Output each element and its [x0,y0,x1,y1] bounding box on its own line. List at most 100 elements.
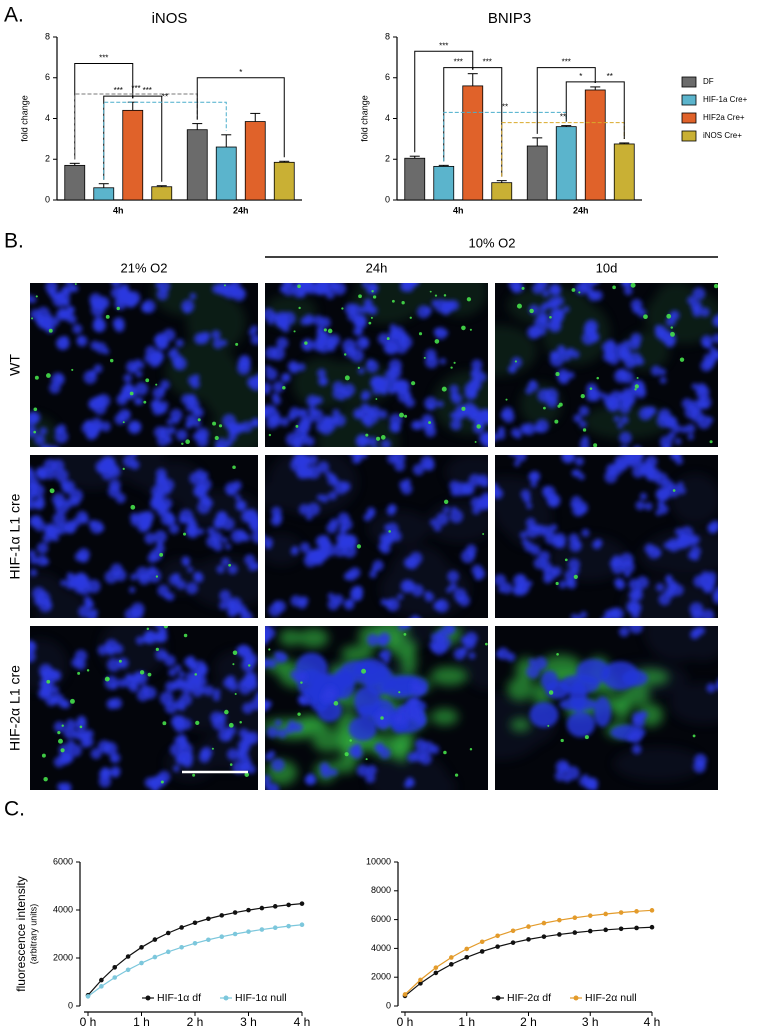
green-dot [398,691,401,694]
data-point [495,933,500,939]
nucleus [700,360,712,372]
legend-label: HIF-1a Cre+ [703,95,748,104]
nucleus [150,548,163,562]
bar [273,161,295,201]
green-dot [461,406,466,411]
micrograph [495,455,718,618]
green-dot [630,283,636,288]
nucleus [330,768,338,776]
nucleus [439,643,449,653]
green-dot [578,291,581,294]
nucleus [30,482,39,495]
green-dot [239,720,242,724]
nucleus [271,506,282,518]
nucleus [406,711,415,721]
nucleus [172,572,181,581]
nucleus [712,594,718,605]
nucleus [334,480,348,495]
data-point [618,910,624,915]
nucleus [689,602,704,617]
nucleus [378,409,388,419]
nucleus [299,542,311,553]
nucleus [360,455,368,459]
nucleus [85,419,93,427]
green-dot [521,286,525,290]
nucleus [172,417,180,424]
nucleus [203,685,214,696]
nucleus [399,335,413,349]
nucleus [159,426,171,439]
nucleus [135,370,143,378]
nucleus [198,664,208,675]
nucleus [316,368,327,378]
green-dot [370,316,373,319]
data-point [286,902,291,908]
nucleus [300,317,309,326]
data-point [99,977,104,983]
nucleus [157,584,169,597]
nucleus [606,463,618,476]
x-tick-label: 1 h [458,1015,475,1027]
green-dot [443,499,449,504]
nucleus [89,293,102,306]
green-dot [403,632,407,636]
nucleus [629,730,642,743]
nucleus [546,396,558,408]
green-dot [129,391,134,396]
green-dot [558,402,563,407]
green-dot [293,330,296,333]
nucleus [250,417,258,428]
data-point [510,928,516,934]
nucleus [266,783,280,790]
data-point [479,939,485,945]
nuclei [495,626,718,790]
y-tick-label: 0 [385,194,390,204]
green-dot [482,533,485,535]
data-point [206,916,211,922]
nucleus [706,416,714,424]
nucleus [410,617,414,618]
nucleus [415,738,427,751]
nucleus [449,412,457,419]
nucleus [354,314,367,327]
nucleus [215,444,226,447]
nucleus [442,506,450,514]
green-dot [122,421,125,424]
x-tick-label: 4 h [294,1015,311,1027]
x-tick-label: 3 h [582,1015,599,1027]
nucleus [636,459,643,467]
nucleus [429,518,438,527]
nucleus [272,619,278,625]
green-dot [428,421,432,425]
nucleus [78,552,89,563]
nucleus [403,580,416,593]
significance-label: *** [99,54,108,63]
nucleus [395,712,409,726]
green-dot [194,673,197,676]
nucleus [329,518,340,529]
significance-bracket [501,122,625,177]
nucleus [178,670,186,678]
nucleus [435,599,449,613]
nucleus [49,669,62,682]
nucleus [578,405,590,417]
nucleus [66,572,73,579]
nucleus [691,383,698,390]
data-point [206,937,211,943]
nucleus [35,469,44,478]
green-dot [295,424,299,428]
nucleus [196,435,209,447]
nucleus [151,400,161,410]
green-dot [70,698,75,704]
green-dot [46,373,51,378]
data-point [179,925,184,930]
nucleus [103,744,111,752]
green-blob [298,627,329,648]
nucleus [674,438,682,445]
nucleus [290,669,300,680]
nucleus [279,285,288,293]
nucleus [512,283,524,293]
green-dot [372,295,377,299]
nucleus [139,512,153,526]
green-dot [441,386,447,392]
